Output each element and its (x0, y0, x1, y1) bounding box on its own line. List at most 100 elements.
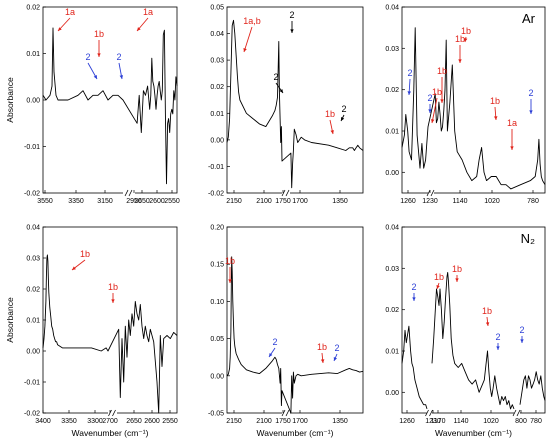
x-axis-label: Wavenumber (cm⁻¹) (257, 428, 334, 438)
annotation-label: 1b (108, 282, 118, 292)
annotation-arrowhead (464, 38, 468, 42)
x-tick-label: 1020 (483, 418, 499, 425)
matrix-label: N₂ (521, 231, 535, 246)
annotation-arrowhead (330, 130, 334, 134)
annotation-arrowhead (93, 75, 97, 79)
x-tick-label: 1140 (453, 418, 468, 425)
axis-break-mark (281, 189, 286, 197)
x-tick-label: 1230 (425, 418, 441, 425)
annotation-label: 2 (411, 282, 416, 292)
x-tick-label: 780 (530, 418, 542, 425)
annotation-arrowhead (412, 297, 416, 301)
x-tick-label: 1140 (452, 198, 467, 205)
annotation-label: 2 (116, 52, 121, 62)
x-tick-label: 2650 (126, 418, 142, 425)
y-tick-label: -0.01 (208, 164, 224, 171)
annotation-label: 2 (289, 10, 294, 20)
x-tick-label: 2150 (226, 418, 242, 425)
annotation-label: 2 (528, 88, 533, 98)
y-tick-label: 0.05 (210, 336, 224, 343)
x-tick-label: 3350 (61, 418, 77, 425)
plot-frame (226, 226, 364, 414)
y-tick-label: 0.01 (385, 349, 399, 356)
y-tick-label: 0.20 (210, 225, 224, 232)
annotation-label: 1b (432, 87, 442, 97)
axis-break-gap (108, 410, 117, 416)
spectrum-line (226, 256, 364, 414)
y-tick-label: 0.03 (385, 266, 399, 273)
x-tick-label: 2550 (162, 418, 178, 425)
axis-break-mark (124, 189, 129, 197)
axis-break-gap (428, 190, 434, 196)
annotation-label: 2 (519, 325, 524, 335)
annotation-label: 2 (272, 337, 277, 347)
axis-break-gap (282, 190, 290, 196)
annotation-label: 1b (317, 342, 327, 352)
annotation-label: 1b (325, 109, 335, 119)
y-axis-label: Absorbance (5, 297, 15, 343)
axis-break-mark (285, 189, 290, 197)
spectrum-line (431, 272, 515, 410)
x-tick-label: 1170 (430, 418, 445, 425)
axis-break-gap (282, 410, 290, 416)
y-tick-label: 0.00 (385, 170, 399, 177)
y-tick-label: 0.00 (210, 373, 224, 380)
y-tick-label: 0.01 (26, 51, 40, 58)
annotation-arrowhead (58, 27, 62, 31)
y-tick-label: 0.03 (385, 46, 399, 53)
axis-break-mark (281, 409, 286, 417)
x-tick-label: 2550 (164, 198, 180, 205)
y-tick-label: -0.02 (24, 411, 40, 418)
axis-break-gap (514, 410, 520, 416)
y-tick-label: 0.03 (26, 256, 40, 263)
annotation-arrowhead (72, 266, 76, 270)
annotation-label: 2 (273, 72, 278, 82)
y-tick-label: 0.04 (26, 225, 40, 232)
annotation-label: 1b (490, 96, 500, 106)
y-tick-label: 0.05 (210, 5, 224, 12)
x-tick-label: 1350 (332, 198, 348, 205)
x-tick-label: 2700 (102, 418, 118, 425)
y-tick-label: -0.02 (208, 191, 224, 198)
spectrum-line (519, 371, 546, 405)
x-tick-label: 1020 (484, 198, 500, 205)
annotation-arrowhead (333, 357, 337, 361)
annotation-arrowhead (320, 359, 325, 363)
annotation-arrowhead (529, 110, 533, 114)
x-axis-label: Wavenumber (cm⁻¹) (72, 428, 149, 438)
annotation-arrowhead (407, 91, 411, 95)
annotation-label: 1b (461, 26, 471, 36)
y-tick-label: 0.04 (385, 225, 399, 232)
annotation-arrowhead (520, 339, 524, 343)
axis-break-mark (128, 189, 133, 197)
axis-break-mark (425, 409, 429, 417)
annotation-arrowhead (279, 89, 283, 93)
x-tick-label: 1260 (399, 418, 415, 425)
x-tick-label: 3400 (35, 418, 51, 425)
annotation-label: 2 (427, 93, 432, 103)
x-tick-label: 1230 (422, 198, 438, 205)
x-tick-label: 3350 (68, 198, 84, 205)
x-tick-label: 780 (527, 198, 539, 205)
annotation-label: 1b (225, 256, 235, 266)
matrix-label: Ar (522, 11, 536, 26)
annotation-arrowhead (228, 279, 232, 283)
y-tick-label: 0.15 (210, 262, 224, 269)
annotation-label: 1b (482, 306, 492, 316)
axis-break-gap (427, 410, 432, 416)
y-tick-label: 0.02 (385, 307, 399, 314)
axis-break-mark (112, 409, 116, 417)
annotation-arrowhead (341, 117, 345, 121)
annotation-arrowhead (485, 322, 490, 326)
annotation-arrowhead (243, 48, 247, 52)
axis-break-mark (285, 409, 290, 417)
y-tick-label: -0.01 (24, 380, 40, 387)
spectrum-line (401, 325, 428, 410)
x-tick-label: 2150 (226, 198, 242, 205)
annotation-label: 1b (455, 34, 465, 44)
x-tick-label: 1350 (332, 418, 348, 425)
spectrum-line (226, 19, 364, 189)
annotation-arrowhead (494, 116, 498, 120)
